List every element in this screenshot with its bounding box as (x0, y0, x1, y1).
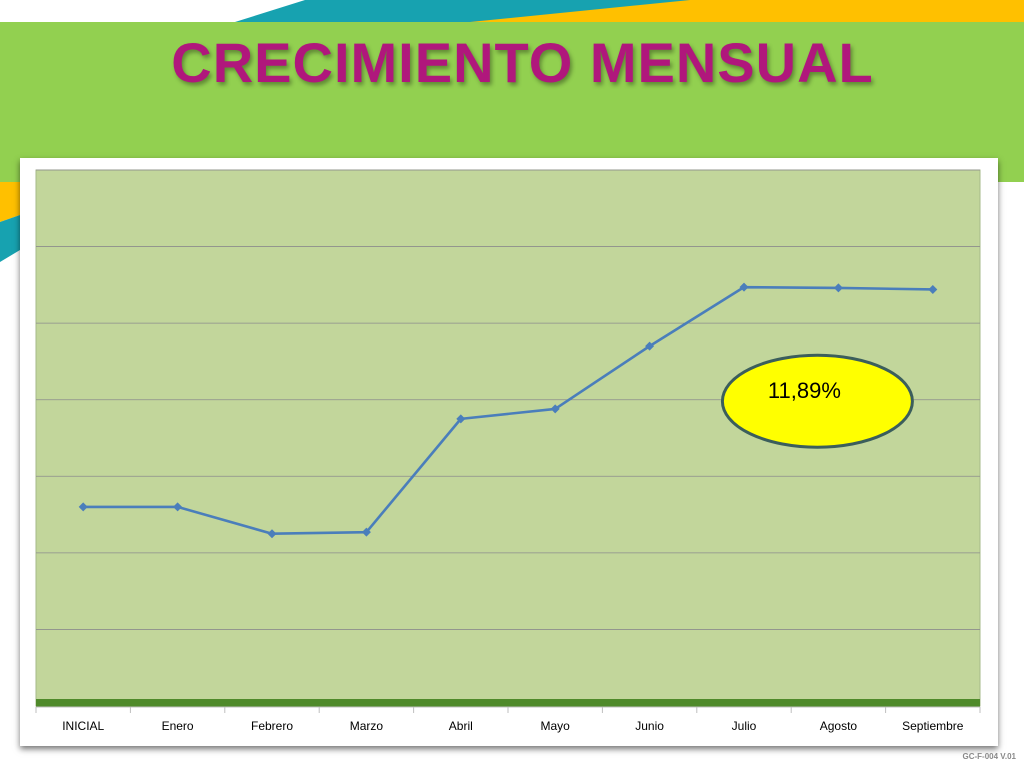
x-tick-label: Marzo (350, 719, 384, 733)
data-point (928, 284, 938, 294)
x-tick-label: Septiembre (902, 719, 964, 733)
x-axis-band (36, 699, 980, 707)
x-tick-label: INICIAL (62, 719, 104, 733)
x-tick-label: Enero (162, 719, 194, 733)
line-chart: INICIAL Enero Febrero Marzo Abril Mayo Junio Ju… (35, 169, 981, 733)
callout-label: 11,89% (768, 378, 841, 403)
data-point (78, 502, 88, 512)
data-point (550, 404, 560, 414)
slide-title: CRECIMIENTO MENSUAL (171, 31, 874, 94)
data-point (833, 283, 843, 293)
title-banner (0, 22, 1024, 182)
data-point (739, 282, 749, 292)
x-tick-label: Febrero (251, 719, 293, 733)
gold-stripe-top (470, 0, 1024, 22)
x-tick-label: Mayo (541, 719, 571, 733)
x-tick-label: Junio (635, 719, 664, 733)
series-line (83, 285, 933, 536)
data-point (361, 527, 371, 537)
callout-ellipse (720, 353, 914, 449)
x-tick-label: Agosto (820, 719, 858, 733)
data-point (173, 502, 183, 512)
x-tick-label: Abril (449, 719, 473, 733)
chart-frame: INICIAL Enero Febrero Marzo Abril Mayo Junio Ju… (20, 158, 998, 746)
teal-stripe-left (0, 215, 20, 262)
x-tick-label: Julio (732, 719, 757, 733)
data-point (456, 414, 466, 424)
data-point (645, 341, 655, 351)
footer-code: GC-F-004 V.01 (962, 752, 1016, 761)
data-point (267, 529, 277, 539)
gold-stripe-left (0, 182, 20, 222)
